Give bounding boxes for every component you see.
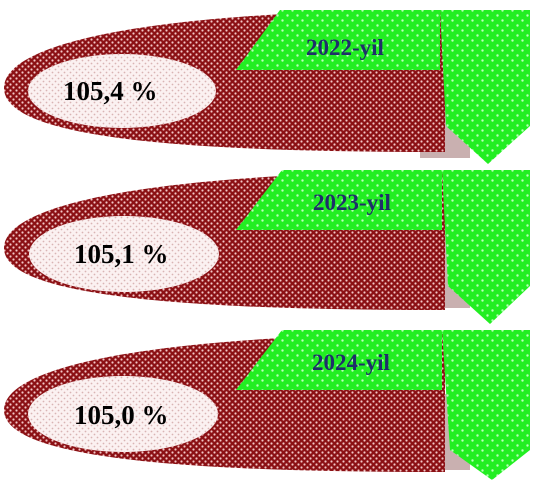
value-ellipse [28, 54, 216, 128]
value-ellipse [28, 376, 218, 452]
stat-block-2024: 105,0 % 2024-yil [0, 328, 538, 488]
year-banner [236, 10, 440, 70]
value-label: 105,1 % [74, 239, 169, 269]
year-label: 2023-yil [313, 190, 391, 215]
stat-block-2023: 105,1 % 2023-yil [0, 168, 538, 328]
year-label: 2022-yil [306, 35, 384, 60]
stat-graphic [4, 330, 530, 480]
arrow-ribbon [440, 10, 530, 164]
stat-block-2022: 105,4 % 2022-yil [0, 8, 538, 168]
stat-graphic [4, 170, 530, 324]
value-label: 105,4 % [63, 76, 158, 106]
arrow-ribbon [442, 330, 530, 480]
year-banner [236, 330, 442, 390]
stat-graphic [4, 10, 530, 164]
year-label: 2024-yil [312, 350, 390, 375]
value-ellipse [29, 216, 219, 292]
year-banner [236, 170, 442, 230]
arrow-ribbon [442, 170, 530, 324]
value-label: 105,0 % [74, 400, 169, 430]
